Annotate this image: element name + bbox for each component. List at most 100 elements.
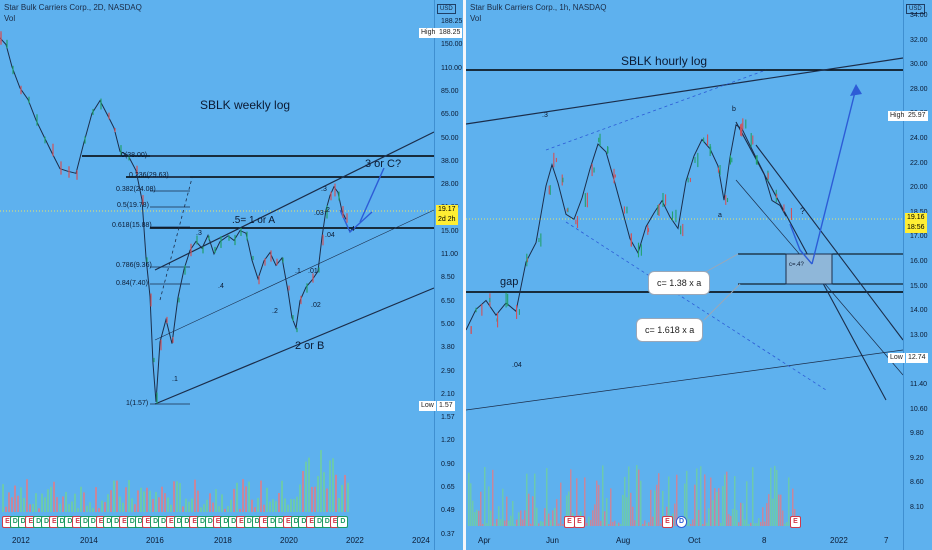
hourly-volume-bar [740, 502, 742, 526]
hourly-low-value: 12.74 [906, 353, 928, 363]
hourly-channel-2 [755, 144, 904, 341]
weekly-y-tick: 0.49 [441, 507, 455, 515]
hourly-y-tick: 32.00 [910, 36, 928, 44]
hourly-y-tick: 13.00 [910, 331, 928, 339]
hourly-volume-bar [608, 523, 610, 526]
hourly-volume-bar [500, 519, 502, 526]
weekly-wave-label: .2 [324, 207, 330, 214]
hourly-volume-bar [756, 523, 758, 526]
weekly-volume-bar [41, 493, 43, 512]
hourly-volume-bar [602, 465, 604, 526]
weekly-price-axis[interactable] [434, 0, 464, 550]
weekly-volume-bar [320, 450, 322, 512]
hourly-arrow-up [811, 87, 857, 265]
hourly-volume-bar [760, 521, 762, 526]
hourly-volume-bar [470, 483, 472, 526]
weekly-volume-bar [170, 504, 172, 512]
hourly-volume-bar [692, 519, 694, 526]
weekly-volume-bar [311, 486, 313, 512]
weekly-volume-bar [167, 497, 169, 512]
weekly-channel-lower [154, 287, 435, 405]
hourly-volume-bar [638, 469, 640, 526]
hourly-volume-bar [656, 484, 658, 526]
weekly-volume-bar [86, 505, 88, 512]
weekly-y-tick: 50.00 [441, 134, 459, 142]
weekly-volume-bar [77, 508, 79, 512]
panel-divider[interactable] [463, 0, 466, 550]
hourly-y-tick: 20.00 [910, 184, 928, 192]
weekly-volume-bar [293, 499, 295, 512]
weekly-y-tick: 110.00 [441, 64, 462, 72]
hourly-volume-bar [532, 496, 534, 526]
hourly-currency-badge[interactable]: USD [906, 4, 925, 14]
hourly-volume-bar [542, 521, 544, 526]
hourly-volume-bar [676, 474, 678, 526]
hourly-volume-bar [570, 469, 572, 526]
weekly-volume-bar [335, 474, 337, 512]
hourly-volume-bar [614, 520, 616, 526]
hourly-volume-bar [632, 506, 634, 526]
hourly-volume-bar [544, 508, 546, 526]
weekly-volume-bar [245, 486, 247, 512]
weekly-chart-header: Star Bulk Carriers Corp., 2D, NASDAQ [4, 3, 142, 12]
hourly-chart-panel[interactable]: Star Bulk Carriers Corp., 1h, NASDAQ Vol… [466, 0, 932, 550]
weekly-volume-bar [71, 501, 73, 512]
hourly-volume-bar [600, 520, 602, 526]
weekly-y-tick: 65.00 [441, 111, 459, 119]
earnings-marker[interactable]: E [662, 516, 673, 528]
hourly-volume-bar [660, 523, 662, 526]
fib-level-label: 0.786(9.36) [116, 262, 152, 269]
hourly-y-tick: 14.00 [910, 307, 928, 315]
weekly-volume-bar [149, 490, 151, 512]
weekly-volume-bar [329, 460, 331, 512]
hourly-y-tick: 15.00 [910, 282, 928, 290]
hourly-y-tick: 22.00 [910, 159, 928, 167]
weekly-volume-bar [83, 492, 85, 512]
hourly-price-axis[interactable] [903, 0, 932, 550]
hourly-low-label: Low [888, 353, 905, 363]
hourly-volume-bar [566, 495, 568, 526]
weekly-volume-bar [338, 497, 340, 512]
weekly-chart-panel[interactable]: Star Bulk Carriers Corp., 2D, NASDAQ Vol… [0, 0, 464, 550]
hourly-volume-bar [630, 492, 632, 526]
dividend-marker[interactable]: D [337, 516, 349, 528]
hourly-volume-bar [768, 494, 770, 526]
hourly-volume-bar [616, 523, 618, 526]
weekly-volume-bar [194, 479, 196, 512]
weekly-volume-bar [308, 457, 310, 512]
earnings-marker[interactable]: E [790, 516, 801, 528]
weekly-y-tick: 11.00 [441, 251, 458, 258]
hourly-volume-bar [476, 509, 478, 526]
weekly-volume-bar [164, 493, 166, 512]
hourly-volume-bar [688, 518, 690, 526]
hourly-y-tick: 8.10 [910, 504, 924, 511]
weekly-volume-bar [20, 487, 22, 512]
hourly-volume-bar [642, 523, 644, 526]
weekly-volume-bar [185, 498, 187, 512]
hourly-volume-bar [714, 488, 716, 526]
hourly-volume-bar [732, 508, 734, 526]
weekly-wave-label: .01 [308, 268, 318, 275]
weekly-chart-title: SBLK weekly log [200, 98, 291, 112]
dividend-marker[interactable]: D [676, 516, 687, 528]
hourly-high-value: 25.97 [906, 111, 928, 121]
weekly-y-tick: 0.37 [441, 530, 455, 538]
weekly-wave-label: .4 [349, 226, 355, 233]
hourly-volume-bar [494, 523, 496, 526]
hourly-volume-bar [636, 465, 638, 526]
weekly-volume-bar [344, 474, 346, 512]
hourly-volume-bar [766, 503, 768, 526]
weekly-y-tick: 0.65 [441, 484, 455, 491]
hourly-volume-bar [592, 510, 594, 526]
weekly-volume-bar [35, 493, 37, 512]
weekly-wave-label: .2 [272, 308, 278, 315]
callout-c-1-618: c= 1.618 x a [636, 318, 704, 342]
hourly-x-tick: 8 [762, 536, 767, 545]
hourly-volume-bar [684, 483, 686, 526]
hourly-volume-bar [496, 518, 498, 526]
weekly-chart-canvas[interactable] [0, 0, 464, 550]
earnings-marker[interactable]: E [574, 516, 585, 528]
weekly-currency-badge[interactable]: USD [437, 4, 456, 14]
weekly-volume-bar [224, 508, 226, 512]
hourly-x-tick: Jun [546, 536, 559, 545]
